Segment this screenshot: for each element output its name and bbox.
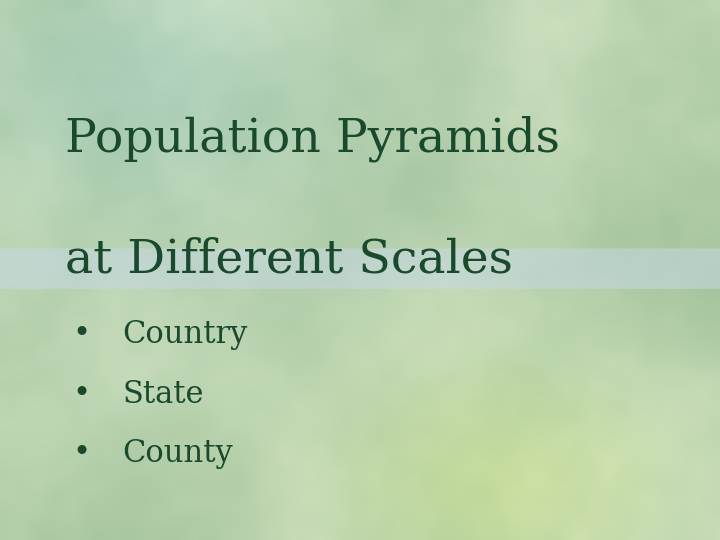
Text: Country: Country bbox=[122, 319, 248, 350]
Text: •: • bbox=[72, 438, 90, 469]
Text: County: County bbox=[122, 438, 233, 469]
FancyBboxPatch shape bbox=[0, 248, 720, 289]
Text: •: • bbox=[72, 379, 90, 410]
Text: at Different Scales: at Different Scales bbox=[65, 238, 513, 283]
Text: State: State bbox=[122, 379, 204, 410]
Text: Population Pyramids: Population Pyramids bbox=[65, 116, 559, 162]
Text: •: • bbox=[72, 319, 90, 350]
